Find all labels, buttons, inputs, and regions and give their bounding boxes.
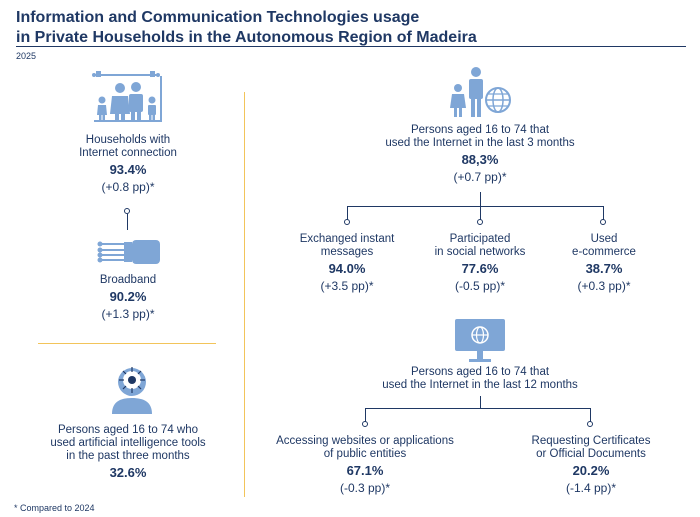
social-label-1: Participated xyxy=(449,233,511,245)
households-label-2: Internet connection xyxy=(79,147,177,159)
persons-globe-icon xyxy=(448,66,512,118)
last3-block: Persons aged 16 to 74 that used the Inte… xyxy=(330,124,630,185)
tree2-leg-left xyxy=(365,408,366,422)
households-value: 93.4% xyxy=(109,162,147,177)
broadband-value: 90.2% xyxy=(109,289,147,304)
ecommerce-block: Used e-commerce 38.7% (+0.3 pp)* xyxy=(548,233,660,294)
tree-dot-right xyxy=(600,219,606,225)
ai-label-1: Persons aged 16 to 74 who xyxy=(57,424,199,436)
public-change: (-0.3 pp)* xyxy=(339,481,391,495)
tree-dot-left xyxy=(344,219,350,225)
last12-block: Persons aged 16 to 74 that used the Inte… xyxy=(330,366,630,392)
tree-branch xyxy=(347,206,604,207)
public-label-1: Accessing websites or applications xyxy=(276,435,454,447)
last12-label-1: Persons aged 16 to 74 that xyxy=(410,366,550,378)
messages-label-1: Exchanged instant xyxy=(299,233,395,245)
social-change: (-0.5 pp)* xyxy=(454,279,506,293)
tree2-stem xyxy=(480,396,481,408)
messages-block: Exchanged instant messages 94.0% (+3.5 p… xyxy=(282,233,412,294)
page-title: Information and Communication Technologi… xyxy=(16,8,477,48)
fiber-cable-icon xyxy=(96,238,162,266)
broadband-block: Broadband 90.2% (+1.3 pp)* xyxy=(30,274,226,322)
title-line-1: Information and Communication Technologi… xyxy=(16,9,420,26)
header-divider xyxy=(16,46,686,47)
certs-block: Requesting Certificates or Official Docu… xyxy=(506,435,676,496)
ecommerce-label-1: Used xyxy=(590,233,618,245)
ai-person-icon xyxy=(108,362,156,414)
ecommerce-value: 38.7% xyxy=(585,261,623,276)
connector-line xyxy=(127,214,128,230)
social-block: Participated in social networks 77.6% (-… xyxy=(415,233,545,294)
ecommerce-change: (+0.3 pp)* xyxy=(577,279,631,293)
certs-change: (-1.4 pp)* xyxy=(565,481,617,495)
messages-label-2: messages xyxy=(320,246,374,258)
year-label: 2025 xyxy=(16,51,37,61)
public-block: Accessing websites or applications of pu… xyxy=(262,435,468,496)
public-label-2: of public entities xyxy=(323,448,407,460)
connector-dot xyxy=(124,208,130,214)
messages-value: 94.0% xyxy=(328,261,366,276)
ai-value: 32.6% xyxy=(109,465,147,480)
social-value: 77.6% xyxy=(461,261,499,276)
public-value: 67.1% xyxy=(346,463,384,478)
tree-stem xyxy=(480,192,481,206)
footnote: * Compared to 2024 xyxy=(14,503,95,513)
section-divider xyxy=(38,343,216,344)
tree-leg-middle xyxy=(480,206,481,220)
certs-value: 20.2% xyxy=(572,463,610,478)
certs-label-2: or Official Documents xyxy=(536,448,646,460)
ai-label-2: used artificial intelligence tools xyxy=(50,437,206,449)
tree2-dot-right xyxy=(587,421,593,427)
last3-change: (+0.7 pp)* xyxy=(453,170,507,184)
ai-block: Persons aged 16 to 74 who used artificia… xyxy=(22,424,234,481)
last3-value: 88,3% xyxy=(461,152,499,167)
tree2-branch xyxy=(365,408,591,409)
households-label-1: Households with xyxy=(85,134,171,146)
broadband-label: Broadband xyxy=(99,274,157,286)
tree2-dot-left xyxy=(362,421,368,427)
certs-label-1: Requesting Certificates xyxy=(531,435,651,447)
tree-leg-left xyxy=(347,206,348,220)
last12-label-2: used the Internet in the last 12 months xyxy=(382,379,578,391)
tree2-leg-right xyxy=(590,408,591,422)
family-house-icon xyxy=(90,70,166,126)
ecommerce-label-2: e-commerce xyxy=(572,246,636,258)
monitor-globe-icon xyxy=(454,318,506,364)
last3-label-2: used the Internet in the last 3 months xyxy=(385,137,575,149)
households-change: (+0.8 pp)* xyxy=(101,180,155,194)
households-block: Households with Internet connection 93.4… xyxy=(30,134,226,195)
last3-label-1: Persons aged 16 to 74 that xyxy=(410,124,550,136)
messages-change: (+3.5 pp)* xyxy=(320,279,374,293)
ai-label-3: in the past three months xyxy=(66,450,190,462)
column-divider xyxy=(244,92,245,497)
tree-leg-right xyxy=(603,206,604,220)
title-line-2: in Private Households in the Autonomous … xyxy=(16,29,477,46)
social-label-2: in social networks xyxy=(434,246,526,258)
tree-dot-middle xyxy=(477,219,483,225)
broadband-change: (+1.3 pp)* xyxy=(101,307,155,321)
